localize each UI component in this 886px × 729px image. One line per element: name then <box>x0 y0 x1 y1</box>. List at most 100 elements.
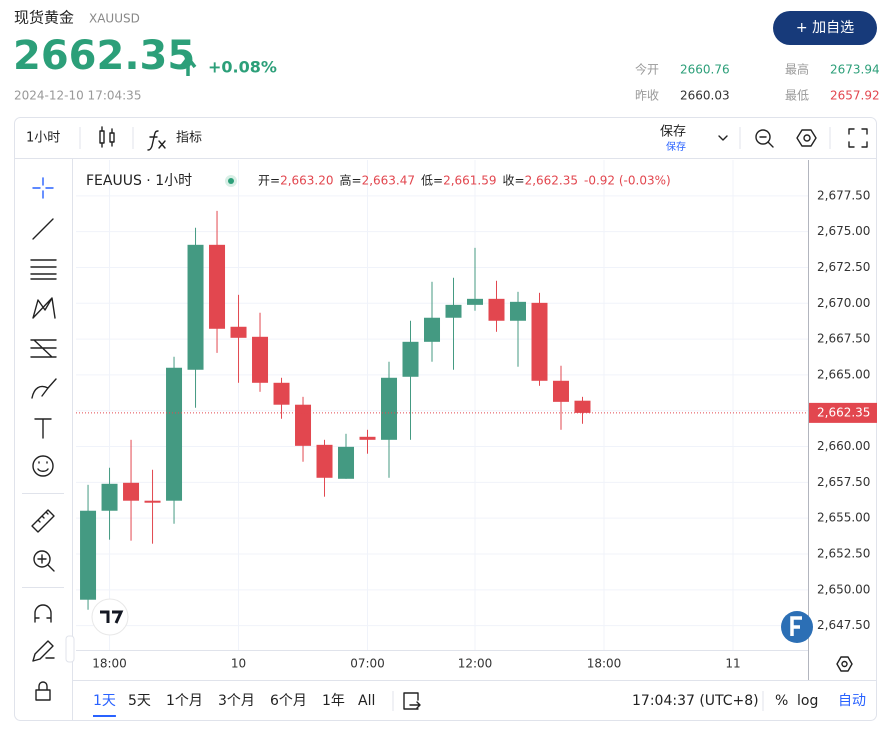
stat-value: 2673.94 <box>830 63 880 77</box>
y-tick-label: 2,647.50 <box>817 618 870 632</box>
instrument-name: 现货黄金 <box>14 9 74 27</box>
legend-change: -0.92 (-0.03%) <box>584 174 671 188</box>
chart-title: FEAUUS · 1小时 <box>86 173 192 189</box>
y-tick-label: 2,660.00 <box>817 439 870 453</box>
crosshair-tool[interactable] <box>32 177 54 199</box>
live-dot-core <box>228 178 234 184</box>
candle-body <box>445 304 462 318</box>
legend-key: 收= <box>503 174 525 188</box>
candle-body <box>273 382 290 405</box>
tv-logo <box>91 598 129 636</box>
price-change: +0.08% <box>208 58 277 77</box>
candle-body <box>252 336 269 383</box>
tv-logo-mark <box>100 610 124 624</box>
candle-body <box>338 446 355 479</box>
range-button[interactable]: 5天 <box>128 693 151 709</box>
lock-draw-tool[interactable] <box>32 640 55 662</box>
log-toggle[interactable]: log <box>797 693 818 709</box>
candle-body <box>402 341 419 377</box>
y-tick-label: 2,655.00 <box>817 511 870 525</box>
magnet-tool[interactable] <box>34 604 52 623</box>
settings-button[interactable] <box>796 129 817 147</box>
axis-settings[interactable] <box>836 656 853 672</box>
range-button[interactable]: 6个月 <box>270 693 307 709</box>
y-tick-label: 2,672.50 <box>817 260 870 274</box>
icon-tool[interactable] <box>32 455 54 477</box>
auto-toggle[interactable]: 自动 <box>838 693 866 709</box>
y-tick-label: 2,667.50 <box>817 332 870 346</box>
instrument-symbol: XAUUSD <box>89 12 140 26</box>
percent-toggle[interactable]: % <box>775 693 788 709</box>
stat-label: 今开 <box>635 62 659 77</box>
indicator-icon[interactable] <box>147 130 166 151</box>
trend-line-tool[interactable] <box>32 218 54 240</box>
candle-body <box>574 400 591 413</box>
alert-button[interactable] <box>755 129 774 148</box>
indicators-button[interactable]: 指标 <box>176 131 202 146</box>
lock-tool[interactable] <box>35 681 51 701</box>
pattern-tool[interactable] <box>32 297 56 319</box>
add-watchlist-label[interactable]: + 加自选 <box>796 20 854 36</box>
x-tick-label: 18:00 <box>587 657 622 671</box>
y-tick-label: 2,665.00 <box>817 367 870 381</box>
range-button[interactable]: 3个月 <box>218 693 255 709</box>
candle-body <box>187 244 204 370</box>
fullscreen-button[interactable] <box>848 128 868 148</box>
last-price-label: 2,662.35 <box>817 405 870 419</box>
x-tick-label: 18:00 <box>92 657 127 671</box>
candle-body <box>101 483 118 511</box>
candle-body <box>466 298 483 305</box>
x-tick-label: 11 <box>725 657 740 671</box>
plot: 2,647.50 2,650.00 2,652.50 2,655.00 2,657.50… <box>76 160 877 680</box>
candle-body <box>531 302 548 381</box>
legend-value: 2,663.47 <box>362 174 415 188</box>
range-button[interactable]: 1天 <box>93 693 116 709</box>
range-button[interactable]: 1年 <box>322 693 345 709</box>
legend-key: 低= <box>421 174 443 188</box>
candle-body <box>316 444 333 478</box>
y-tick-label: 2,650.00 <box>817 582 870 596</box>
x-tick-label: 10 <box>231 657 246 671</box>
ruler-tool[interactable] <box>31 509 55 533</box>
f-badge-mark <box>790 616 802 636</box>
chart-type-button[interactable] <box>99 126 115 148</box>
y-tick-label: 2,677.50 <box>817 188 870 202</box>
range-button[interactable]: All <box>358 693 375 709</box>
stat-label: 昨收 <box>635 89 659 103</box>
save-button[interactable]: 保存 <box>660 125 686 140</box>
fib-tool[interactable] <box>30 259 57 280</box>
x-tick-label: 07:00 <box>350 657 385 671</box>
add-watchlist-button[interactable] <box>773 11 877 45</box>
interval-button[interactable]: 1小时 <box>26 131 60 146</box>
chart-frame <box>14 117 877 721</box>
y-tick-label: 2,652.50 <box>817 547 870 561</box>
y-tick-label: 2,657.50 <box>817 475 870 489</box>
sidebar-collapse[interactable] <box>65 635 75 663</box>
y-tick-label: 2,675.00 <box>817 224 870 238</box>
last-price-box <box>809 402 877 423</box>
candle-body <box>295 404 312 446</box>
candle-body <box>123 482 140 501</box>
range-button[interactable]: 1个月 <box>166 693 203 709</box>
y-tick-label: 2,670.00 <box>817 296 870 310</box>
candle-body <box>488 298 505 321</box>
prediction-tool[interactable] <box>30 339 57 358</box>
candle-body <box>80 510 97 600</box>
stat-value: 2657.92 <box>830 89 880 103</box>
save-menu-caret[interactable] <box>718 135 728 141</box>
candle-body <box>209 244 226 329</box>
stat-label: 最高 <box>785 62 809 77</box>
brush-tool[interactable] <box>31 378 57 399</box>
up-arrow <box>179 55 197 76</box>
zoom-tool[interactable] <box>33 550 55 572</box>
save-subtitle: 保存 <box>666 140 686 153</box>
candle-body <box>166 367 183 501</box>
candle-body <box>552 380 569 402</box>
stat-label: 最低 <box>785 89 809 103</box>
clock: 17:04:37 (UTC+8) <box>632 693 759 709</box>
price: 2662.35 <box>13 33 195 79</box>
text-tool[interactable] <box>34 418 52 439</box>
legend-key: 开= <box>258 174 280 188</box>
date-range-button[interactable] <box>403 692 421 710</box>
